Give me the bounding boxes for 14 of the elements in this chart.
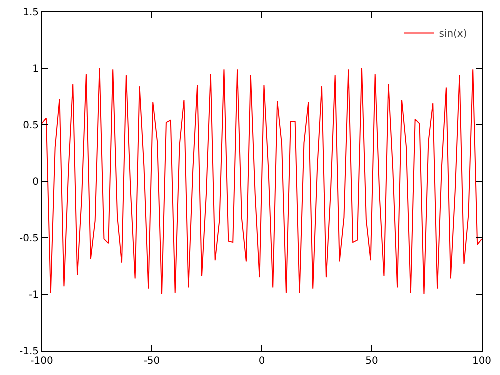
y-tick-label: 1.5 <box>23 8 39 18</box>
x-tick-label: 100 <box>472 356 492 367</box>
y-tick-label: -1.5 <box>19 346 39 358</box>
x-tick-label: 50 <box>366 356 378 367</box>
y-tick-label: 0.5 <box>23 120 39 132</box>
line-series <box>42 68 482 295</box>
y-tick-label: 0 <box>32 177 39 188</box>
y-tick-label: -1 <box>29 290 39 301</box>
legend-label: sin(x) <box>439 29 468 40</box>
y-tick-label: -0.5 <box>19 234 39 244</box>
x-tick-label: 0 <box>258 356 266 367</box>
x-tick-label: -100 <box>30 356 54 367</box>
x-tick-label: -50 <box>144 356 160 367</box>
y-tick-label: 1 <box>32 64 39 75</box>
